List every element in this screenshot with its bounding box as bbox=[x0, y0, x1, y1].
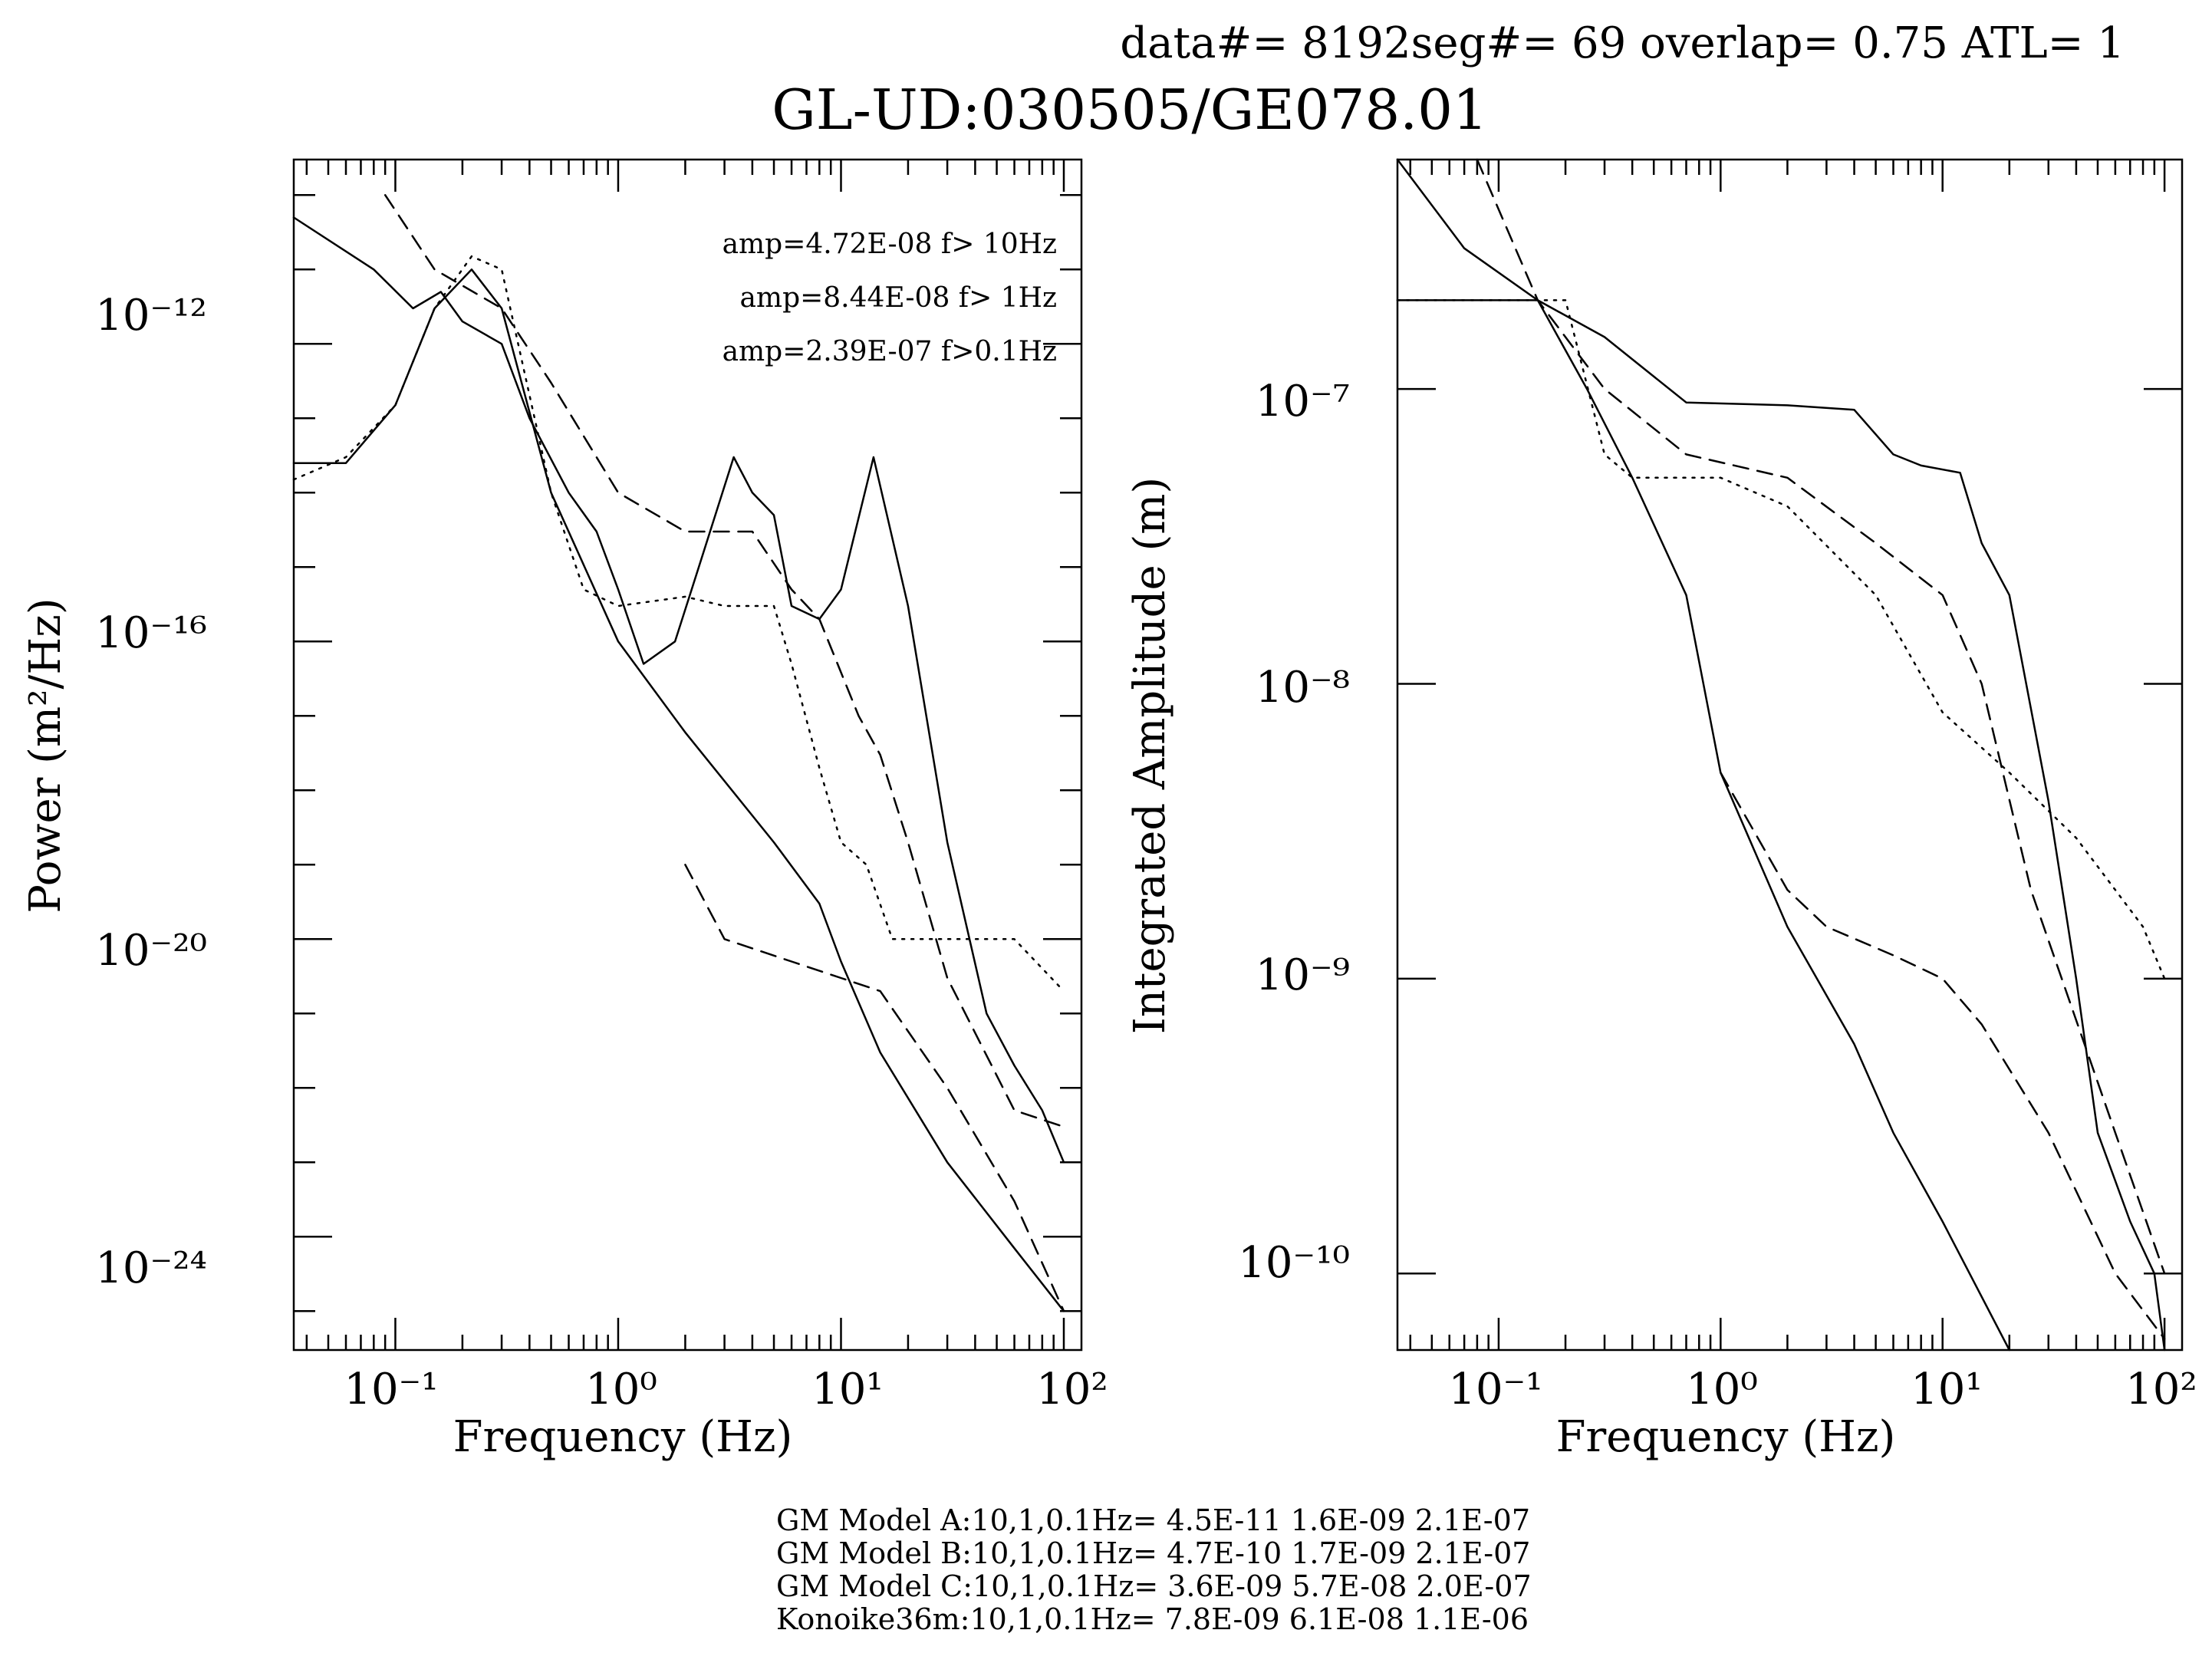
header-params: data#= 8192seg#= 69 overlap= 0.75 ATL= 1 bbox=[1120, 18, 2125, 68]
series-line-4 bbox=[292, 216, 1065, 1164]
right-plot-frame bbox=[1396, 158, 2184, 1352]
right-chart: 10⁻⁷ 10⁻⁸ 10⁻⁹ 10⁻¹⁰ 10⁻¹ 10⁰ 10¹ 10² Fr… bbox=[1125, 158, 2197, 1462]
footer-line-0: GM Model A:10,1,0.1Hz= 4.5E-11 1.6E-09 2… bbox=[776, 1503, 1530, 1537]
left-annotation-2: amp=2.39E-07 f>0.1Hz bbox=[723, 336, 1057, 367]
left-annotation-1: amp=8.44E-08 f> 1Hz bbox=[739, 282, 1057, 314]
right-x-tick-label-3: 10² bbox=[2125, 1365, 2197, 1414]
left-plot-frame bbox=[292, 158, 1083, 1352]
left-y-tick-label-2: 10⁻²⁰ bbox=[95, 926, 207, 976]
footer-line-2: GM Model C:10,1,0.1Hz= 3.6E-09 5.7E-08 2… bbox=[776, 1569, 1532, 1603]
footer-line-1: GM Model B:10,1,0.1Hz= 4.7E-10 1.7E-09 2… bbox=[776, 1536, 1530, 1570]
left-y-tick-label-1: 10⁻¹⁶ bbox=[95, 608, 207, 658]
right-y-tick-label-3: 10⁻¹⁰ bbox=[1238, 1238, 1350, 1288]
series-line-2 bbox=[383, 194, 1065, 1128]
series-line-3 bbox=[1720, 771, 2166, 1340]
right-x-axis-title: Frequency (Hz) bbox=[1556, 1412, 1896, 1462]
left-tick-marks bbox=[294, 160, 1081, 1350]
series-line-2 bbox=[1476, 158, 2166, 1275]
right-y-tick-label-1: 10⁻⁸ bbox=[1256, 663, 1350, 713]
left-annotation-0: amp=4.72E-08 f> 10Hz bbox=[723, 229, 1057, 260]
left-y-tick-label-3: 10⁻²⁴ bbox=[95, 1243, 207, 1293]
footer-line-3: Konoike36m:10,1,0.1Hz= 7.8E-09 6.1E-08 1… bbox=[776, 1602, 1529, 1636]
right-x-tick-label-0: 10⁻¹ bbox=[1448, 1365, 1542, 1414]
left-x-tick-label-3: 10² bbox=[1036, 1365, 1108, 1414]
right-y-tick-label-0: 10⁻⁷ bbox=[1256, 377, 1350, 426]
series-line-1 bbox=[1396, 299, 2166, 980]
right-y-axis-title: Integrated Amplitude (m) bbox=[1125, 477, 1175, 1035]
series-line-3 bbox=[684, 864, 1065, 1312]
left-x-tick-label-1: 10⁰ bbox=[585, 1365, 657, 1414]
left-y-axis-title: Power (m²/Hz) bbox=[21, 598, 71, 913]
right-x-tick-label-1: 10⁰ bbox=[1686, 1365, 1758, 1414]
left-chart: 10⁻¹² 10⁻¹⁶ 10⁻²⁰ 10⁻²⁴ 10⁻¹ 10⁰ 10¹ 10²… bbox=[21, 158, 1108, 1462]
right-y-tick-label-2: 10⁻⁹ bbox=[1256, 950, 1350, 1000]
series-line-0 bbox=[292, 268, 1065, 1312]
series-line-0 bbox=[1396, 158, 2011, 1352]
footer-summary: GM Model A:10,1,0.1Hz= 4.5E-11 1.6E-09 2… bbox=[776, 1503, 1532, 1636]
left-x-tick-label-0: 10⁻¹ bbox=[344, 1365, 438, 1414]
left-series-group bbox=[292, 194, 1065, 1312]
left-x-axis-title: Frequency (Hz) bbox=[453, 1412, 793, 1462]
left-y-tick-label-0: 10⁻¹² bbox=[95, 291, 207, 341]
right-series-group bbox=[1396, 158, 2166, 1352]
chart-title: GL-UD:030505/GE078.01 bbox=[772, 77, 1487, 142]
right-x-tick-label-2: 10¹ bbox=[1911, 1365, 1983, 1414]
left-x-tick-label-2: 10¹ bbox=[811, 1365, 884, 1414]
right-tick-marks bbox=[1397, 160, 2182, 1350]
series-line-4 bbox=[1396, 299, 2166, 1352]
